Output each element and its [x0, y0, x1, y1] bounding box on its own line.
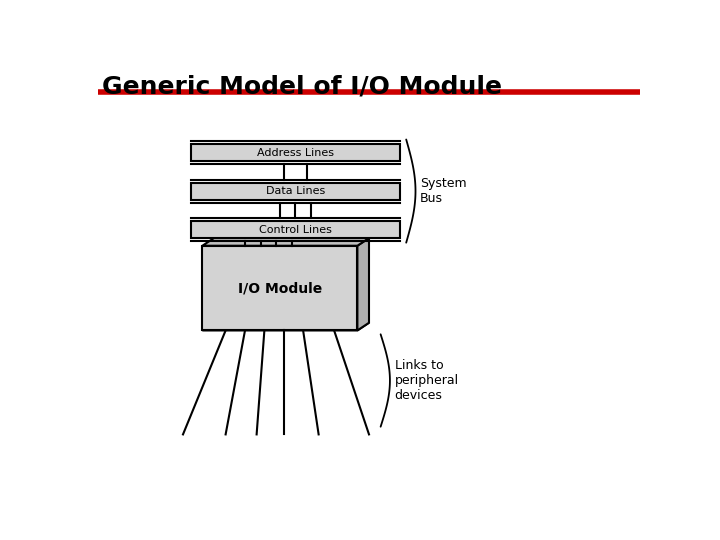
Text: Links to
peripheral
devices: Links to peripheral devices	[395, 359, 459, 402]
Bar	[191, 144, 400, 161]
Text: Data Lines: Data Lines	[266, 186, 325, 196]
Text: Address Lines: Address Lines	[257, 147, 334, 158]
Bar	[202, 246, 357, 330]
Text: Generic Model of I/O Module: Generic Model of I/O Module	[102, 75, 502, 99]
Polygon shape	[202, 323, 369, 330]
Text: System
Bus: System Bus	[420, 177, 467, 205]
Polygon shape	[357, 238, 369, 330]
Bar	[191, 183, 400, 200]
Polygon shape	[202, 238, 369, 246]
Bar	[191, 221, 400, 238]
Text: I/O Module: I/O Module	[238, 281, 322, 295]
Text: Control Lines: Control Lines	[259, 225, 332, 234]
